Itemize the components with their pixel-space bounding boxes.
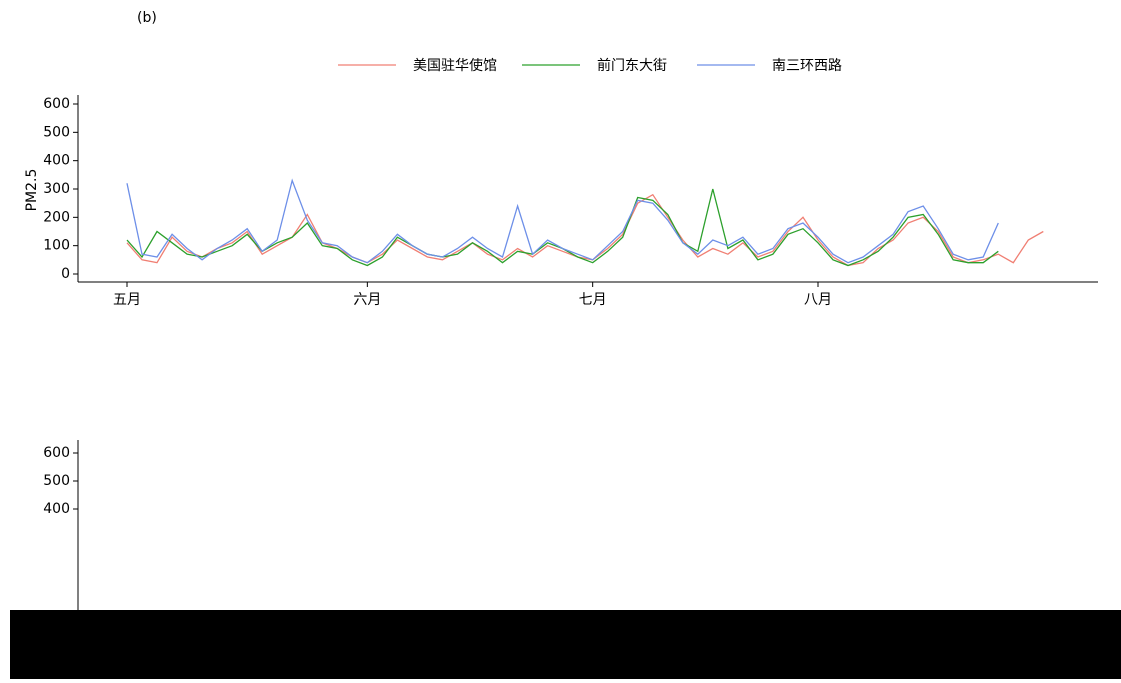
y-tick-label: 600	[43, 445, 70, 461]
legend-label: 前门东大街	[597, 57, 667, 74]
y-tick-label: 400	[43, 501, 70, 517]
y-tick-label: 500	[43, 473, 70, 489]
y-axis-label: PM2.5	[24, 169, 40, 212]
y-tick-label: 400	[43, 153, 70, 169]
y-tick-label: 300	[43, 181, 70, 197]
x-tick-label: 八月	[804, 292, 832, 308]
y-tick-label: 200	[43, 209, 70, 225]
legend-label: 南三环西路	[772, 58, 842, 74]
x-tick-label: 七月	[579, 292, 607, 308]
series-line	[126, 178, 999, 264]
x-tick-label: 六月	[353, 292, 381, 308]
x-tick-label: 五月	[113, 292, 141, 308]
y-tick-label: 500	[43, 124, 70, 140]
y-tick-label: 0	[61, 266, 70, 282]
y-tick-label: 100	[43, 238, 70, 254]
series-line	[126, 193, 1044, 267]
legend-label: 美国驻华使馆	[413, 57, 497, 74]
occluded-area	[10, 610, 1121, 679]
y-tick-label: 600	[43, 96, 70, 112]
panel-label: (b)	[137, 10, 157, 26]
